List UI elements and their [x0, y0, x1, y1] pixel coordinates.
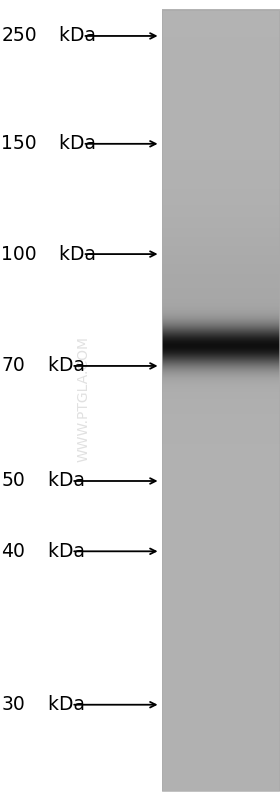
- Text: 100: 100: [1, 244, 37, 264]
- Text: 150: 150: [1, 134, 37, 153]
- Text: kDa: kDa: [42, 695, 85, 714]
- Text: kDa: kDa: [53, 244, 96, 264]
- Text: 40: 40: [1, 542, 25, 561]
- Text: 70: 70: [1, 356, 25, 376]
- Bar: [162, 10, 279, 791]
- Text: kDa: kDa: [42, 356, 85, 376]
- Text: kDa: kDa: [42, 542, 85, 561]
- Text: 250: 250: [1, 26, 37, 46]
- Text: kDa: kDa: [53, 134, 96, 153]
- Text: 50: 50: [1, 471, 25, 491]
- Text: 30: 30: [1, 695, 25, 714]
- Text: kDa: kDa: [42, 471, 85, 491]
- Text: WWW.PTGLA.COM: WWW.PTGLA.COM: [77, 336, 91, 463]
- Text: kDa: kDa: [53, 26, 96, 46]
